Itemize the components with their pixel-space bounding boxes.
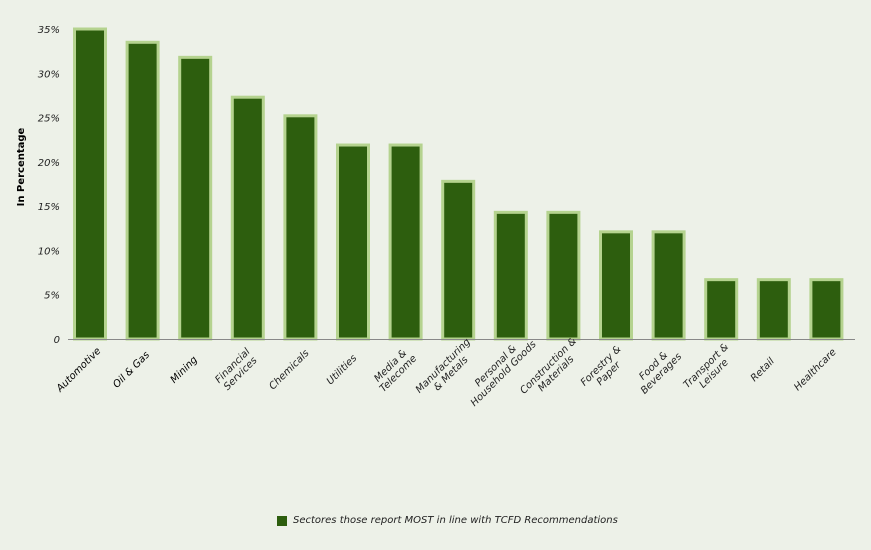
y-tick-label: 10% (38, 246, 60, 257)
bar (283, 114, 318, 341)
x-tick-label: Utilities (325, 353, 359, 387)
bars (73, 27, 844, 341)
x-tick-labels: Automotive Oil & Gas Mining FinancialServic… (54, 331, 839, 409)
y-tick-label: 20% (38, 158, 60, 169)
bar (73, 27, 107, 341)
x-tick-label: Manufacturing& Metals (414, 337, 481, 404)
bar (546, 210, 581, 341)
bar (651, 230, 686, 341)
legend-swatch (277, 515, 287, 526)
x-tick-label: Automotive (54, 346, 103, 395)
x-tick-label: Mining (169, 354, 200, 385)
y-ticks: 0 5% 10% 15% 20% 25% 30% 35% (38, 25, 60, 346)
bar (599, 230, 633, 341)
y-tick-label: 35% (38, 25, 60, 36)
x-tick-label: Chemicals (267, 348, 311, 392)
bar (125, 40, 160, 341)
bar (230, 95, 265, 341)
x-tick-label: Food &Beverages (631, 344, 684, 397)
bar (756, 278, 791, 341)
legend-label: Sectores those report MOST in line with … (293, 515, 618, 526)
bar (809, 278, 844, 341)
y-tick-label: 25% (38, 114, 60, 125)
x-tick-label: Transport &Leisure (682, 341, 739, 398)
x-tick-label: Media &Telecome (370, 345, 419, 394)
legend: Sectores those report MOST in line with … (277, 515, 618, 526)
x-tick-label: Healthcare (792, 347, 838, 393)
y-tick-label: 30% (38, 69, 60, 80)
bar (441, 179, 476, 341)
y-tick-label: 5% (44, 291, 60, 302)
y-tick-label: 15% (38, 202, 60, 213)
bar (388, 143, 423, 341)
bar (493, 210, 528, 341)
bar (336, 143, 370, 341)
x-tick-label: Personal &Household Goods (461, 331, 539, 409)
x-tick-label: Oil & Gas (111, 350, 152, 391)
x-tick-label: FinancialServices (213, 346, 260, 393)
y-tick-label: 0 (54, 335, 60, 346)
bar (704, 278, 739, 341)
x-tick-label: Forestry &Paper (579, 344, 632, 397)
x-tick-label: Retail (749, 356, 777, 384)
y-axis-label: In Percentage (16, 127, 27, 206)
bar (178, 55, 213, 341)
